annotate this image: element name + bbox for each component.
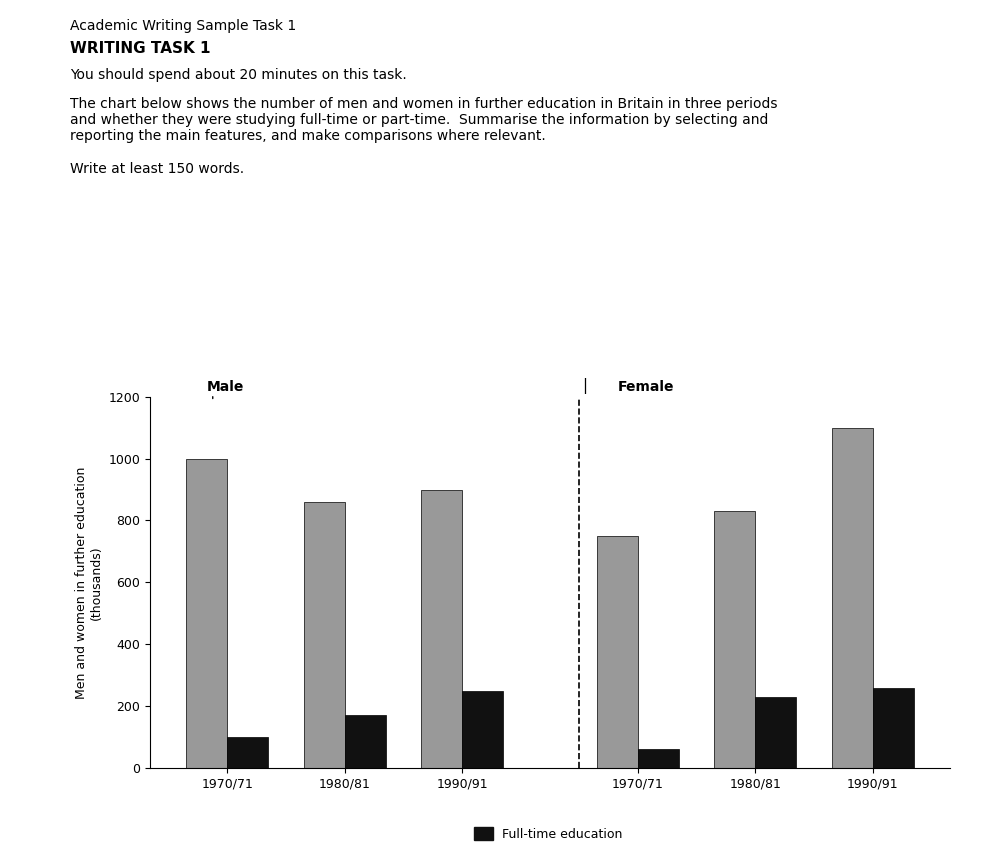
Text: |: | [582, 377, 587, 393]
Text: WRITING TASK 1: WRITING TASK 1 [70, 41, 210, 56]
Bar [873, 688, 914, 768]
Bar [597, 536, 638, 768]
Text: Write at least 150 words.: Write at least 150 words. [70, 162, 244, 176]
Legend: Full-time education, Part-time education: Full-time education, Part-time education [469, 822, 631, 844]
Bar [186, 458, 227, 768]
Bar [638, 749, 679, 768]
Text: Male: Male [207, 380, 244, 393]
Bar [755, 697, 796, 768]
Bar [421, 490, 462, 768]
Bar [345, 716, 386, 768]
Bar [227, 737, 268, 768]
Bar [832, 428, 873, 768]
Text: Academic Writing Sample Task 1: Academic Writing Sample Task 1 [70, 19, 296, 33]
Text: The chart below shows the number of men and women in further education in Britai: The chart below shows the number of men … [70, 97, 778, 143]
Y-axis label: Men and women in further education
(thousands): Men and women in further education (thou… [75, 466, 103, 699]
Bar [714, 511, 755, 768]
Text: You should spend about 20 minutes on this task.: You should spend about 20 minutes on thi… [70, 68, 407, 82]
Bar [304, 502, 345, 768]
Text: Female: Female [617, 380, 674, 393]
Bar [462, 690, 503, 768]
